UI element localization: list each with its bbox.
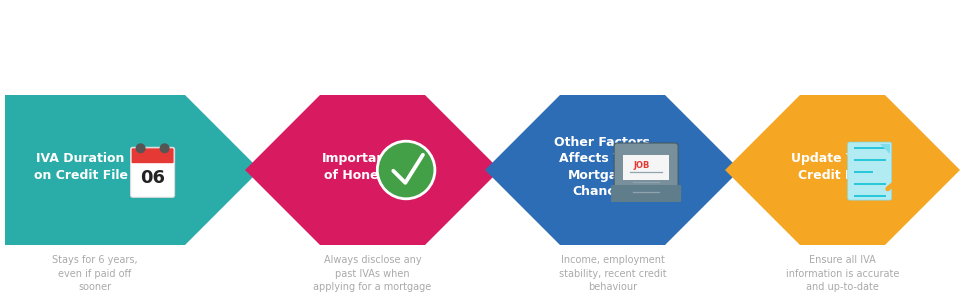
FancyBboxPatch shape (847, 142, 891, 200)
Polygon shape (724, 95, 959, 245)
Circle shape (377, 141, 434, 199)
Circle shape (136, 143, 145, 153)
Text: Stays for 6 years,
even if paid off
sooner: Stays for 6 years, even if paid off soon… (52, 255, 138, 292)
FancyBboxPatch shape (132, 148, 173, 163)
Text: Income, employment
stability, recent credit
behaviour: Income, employment stability, recent cre… (558, 255, 666, 292)
Text: Importance
of Honesty: Importance of Honesty (322, 152, 401, 182)
FancyBboxPatch shape (622, 155, 669, 180)
FancyBboxPatch shape (131, 147, 174, 197)
Text: Update Your
Credit File: Update Your Credit File (790, 152, 876, 182)
Polygon shape (879, 144, 889, 154)
Polygon shape (245, 95, 499, 245)
Circle shape (160, 143, 170, 153)
FancyBboxPatch shape (613, 143, 677, 189)
FancyBboxPatch shape (610, 185, 680, 202)
Text: JOB: JOB (634, 160, 649, 169)
Text: 06: 06 (140, 169, 165, 187)
Text: Other Factors
Affects Your
Mortgage
Chances: Other Factors Affects Your Mortgage Chan… (553, 136, 649, 198)
Text: IVA Duration
on Credit File: IVA Duration on Credit File (34, 152, 128, 182)
Text: Ensure all IVA
information is accurate
and up-to-date: Ensure all IVA information is accurate a… (785, 255, 898, 292)
Polygon shape (484, 95, 739, 245)
Text: Always disclose any
past IVAs when
applying for a mortgage: Always disclose any past IVAs when apply… (313, 255, 431, 292)
Polygon shape (5, 95, 260, 245)
